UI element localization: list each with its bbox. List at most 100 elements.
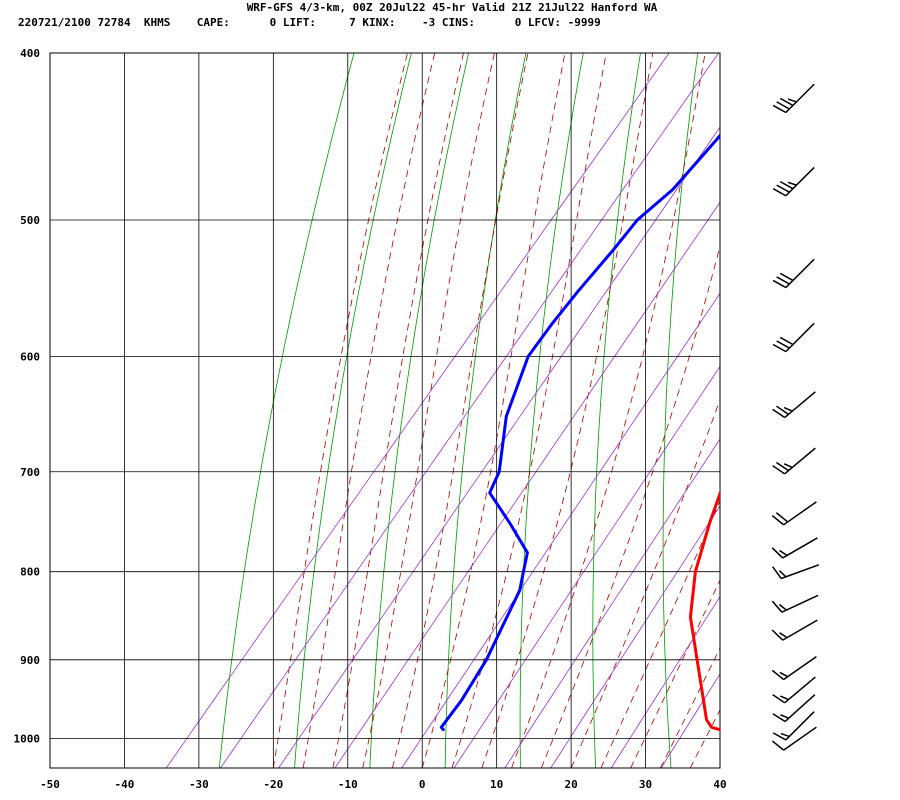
dry-adiabat-line (294, 53, 412, 768)
x-tick-label: 10 (490, 778, 503, 791)
wind-barb-half-feather (780, 732, 790, 738)
wind-barb-full-feather (772, 566, 782, 579)
mixing-ratio-line (660, 673, 720, 768)
wind-barb-full-feather (779, 336, 794, 346)
wind-barb-half-feather (780, 695, 789, 701)
wind-barb-shaft (782, 619, 818, 641)
temperature-profile-line (688, 489, 720, 732)
wind-barb-shaft (780, 564, 820, 580)
wind-barb-half-feather (787, 181, 797, 186)
dry-adiabat-line (731, 53, 755, 768)
wind-barb-full-feather (779, 97, 794, 107)
pressure-axis-labels: 400 500 600 700 800 900 1000 (14, 47, 41, 746)
moist-adiabat-line (332, 53, 464, 768)
wind-barb-shaft (784, 391, 816, 419)
wind-barb-column (771, 83, 820, 751)
wind-barb-full-feather (772, 408, 786, 419)
wind-barb (771, 726, 817, 751)
wind-barb-full-feather (772, 188, 787, 197)
wind-barb (771, 537, 818, 559)
wind-barb (772, 83, 815, 114)
mixing-ratio-line (220, 53, 719, 768)
y-tick-label: 700 (20, 466, 40, 479)
wind-barb (772, 258, 815, 289)
dry-adiabat-line (519, 53, 584, 768)
wind-barb-full-feather (776, 276, 790, 285)
wind-barb-half-feather (778, 570, 787, 578)
wind-barb-full-feather (779, 272, 794, 282)
wind-barb-shaft (784, 694, 816, 723)
x-tick-label: -20 (263, 778, 283, 791)
wind-barb-full-feather (776, 405, 789, 415)
mixing-ratio-line (453, 365, 720, 768)
wind-barb-shaft (784, 447, 816, 475)
wind-barb (771, 594, 819, 613)
wind-barb-full-feather (771, 600, 783, 613)
wind-barb-half-feather (779, 671, 789, 678)
x-tick-label: 20 (564, 778, 577, 791)
y-tick-label: 900 (20, 654, 40, 667)
moist-adiabat-line (689, 709, 720, 768)
moist-adiabat-line (302, 53, 436, 768)
wind-barb-shaft (783, 726, 817, 751)
dry-adiabat-line (218, 53, 355, 768)
moist-adiabat-line (392, 53, 529, 768)
wind-barb-half-feather (787, 98, 797, 103)
wind-barb-full-feather (776, 184, 790, 193)
moist-adiabat-line (630, 579, 720, 768)
sounding-profiles (439, 133, 720, 732)
wind-barb-full-feather (772, 465, 786, 475)
wind-barb (772, 711, 815, 741)
isotherm-isobar-grid (50, 53, 720, 768)
wind-barb-shaft (782, 537, 818, 559)
wind-barb-shaft (785, 258, 815, 289)
thermodynamic-background (165, 53, 897, 768)
x-tick-label: 0 (419, 778, 426, 791)
mixing-ratio-line (401, 292, 720, 768)
wind-barb (772, 676, 816, 704)
dry-adiabat-line (444, 53, 527, 768)
wind-barb-full-feather (776, 340, 790, 349)
x-tick-label: -10 (338, 778, 358, 791)
wind-barb-full-feather (772, 732, 787, 741)
wind-barb-shaft (785, 83, 815, 114)
wind-barb-half-feather (780, 714, 790, 719)
moist-adiabat-line (362, 53, 495, 768)
x-tick-label: -30 (189, 778, 209, 791)
plot-frame (49, 52, 721, 769)
wind-barb-half-feather (779, 549, 788, 557)
mixing-ratio-line (334, 201, 720, 768)
wind-barb-full-feather (772, 713, 786, 723)
wind-barb-full-feather (771, 629, 784, 641)
x-tick-label: -40 (115, 778, 135, 791)
wind-barb (771, 619, 818, 641)
wind-barb-full-feather (775, 512, 789, 523)
moist-adiabat-line (600, 499, 720, 768)
wind-barb-full-feather (776, 101, 790, 110)
y-tick-label: 1000 (14, 733, 41, 746)
wind-barb-half-feather (783, 463, 793, 469)
chart-title: WRF-GFS 4/3-km, 00Z 20Jul22 45-hr Valid … (247, 1, 658, 14)
moist-adiabat-line (451, 53, 607, 768)
dry-adiabat-line (369, 53, 469, 768)
y-tick-label: 400 (20, 47, 40, 60)
wind-barb-full-feather (771, 515, 785, 526)
mixing-ratio-line (165, 53, 670, 768)
wind-barb-full-feather (771, 669, 785, 681)
mixing-ratio-line (504, 438, 720, 768)
wind-barb-shaft (785, 166, 815, 197)
wind-barb-shaft (784, 676, 816, 704)
dry-adiabat-line (662, 53, 699, 768)
dry-adiabat-line (861, 53, 897, 768)
wind-barb (772, 447, 816, 475)
y-tick-label: 500 (20, 214, 40, 227)
dry-adiabat-line (592, 53, 641, 768)
wind-barb-full-feather (772, 343, 787, 353)
x-tick-label: 30 (639, 778, 652, 791)
mixing-ratio-line (550, 505, 720, 768)
dewpoint-profile-line (439, 133, 720, 732)
y-tick-label: 600 (20, 350, 40, 363)
wind-barb-half-feather (783, 406, 793, 412)
wind-barb-half-feather (779, 632, 788, 639)
